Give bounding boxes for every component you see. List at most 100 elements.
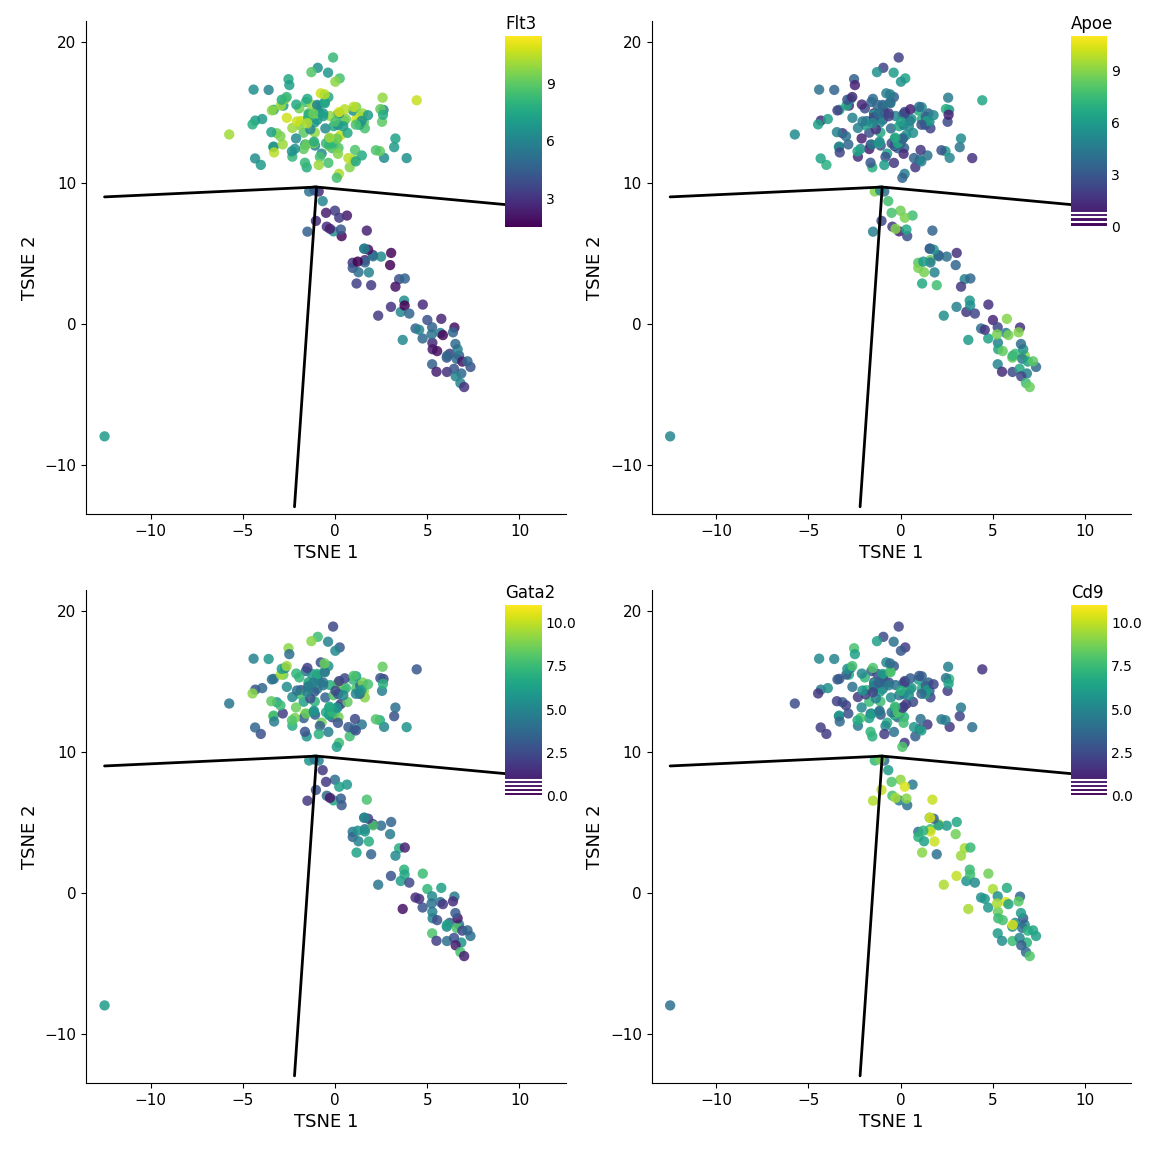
Point: [894, 129, 912, 147]
Point: [865, 680, 884, 698]
Point: [265, 100, 283, 119]
Point: [320, 789, 339, 808]
Point: [831, 669, 849, 688]
Point: [280, 76, 298, 94]
Point: [316, 664, 334, 682]
Point: [917, 676, 935, 695]
Point: [296, 704, 314, 722]
Point: [893, 737, 911, 756]
Point: [892, 73, 910, 91]
Point: [445, 318, 463, 336]
Point: [408, 91, 426, 109]
Point: [885, 657, 903, 675]
Point: [354, 673, 372, 691]
Point: [303, 96, 321, 114]
Point: [896, 69, 915, 88]
Point: [870, 703, 888, 721]
Point: [274, 666, 293, 684]
Point: [976, 320, 994, 339]
Point: [839, 91, 857, 109]
Point: [925, 241, 943, 259]
Point: [324, 617, 342, 636]
Point: [862, 93, 880, 112]
Point: [327, 737, 346, 756]
Point: [939, 106, 957, 124]
Point: [849, 717, 867, 735]
Point: [290, 668, 309, 687]
Point: [343, 670, 362, 689]
Text: Flt3: Flt3: [506, 15, 537, 32]
Point: [930, 247, 948, 265]
Point: [283, 717, 302, 735]
Point: [354, 104, 372, 122]
Point: [851, 708, 870, 727]
Point: [811, 150, 829, 168]
Point: [934, 306, 953, 325]
Point: [996, 893, 1015, 911]
Point: [447, 367, 465, 386]
Point: [909, 253, 927, 272]
Point: [431, 324, 449, 342]
Point: [988, 340, 1007, 358]
Point: [903, 206, 922, 225]
Point: [880, 673, 899, 691]
Point: [389, 270, 408, 288]
Point: [96, 427, 114, 446]
Point: [881, 654, 900, 673]
Point: [993, 911, 1011, 930]
Point: [332, 220, 350, 238]
Point: [306, 705, 325, 723]
Point: [243, 684, 262, 703]
Point: [432, 879, 450, 897]
Point: [278, 677, 296, 696]
Point: [924, 106, 942, 124]
Point: [955, 839, 973, 857]
Point: [961, 861, 979, 879]
Point: [886, 697, 904, 715]
Point: [865, 673, 884, 691]
Point: [912, 667, 931, 685]
Point: [295, 708, 313, 727]
Point: [386, 129, 404, 147]
Point: [359, 810, 378, 828]
Point: [902, 109, 920, 128]
Point: [844, 70, 863, 89]
Point: [265, 137, 283, 156]
Point: [251, 156, 270, 174]
Point: [366, 710, 385, 728]
Point: [323, 139, 341, 158]
Point: [909, 259, 927, 278]
Point: [877, 653, 895, 672]
Point: [287, 698, 305, 717]
Point: [825, 81, 843, 99]
Point: [976, 889, 994, 908]
Point: [895, 673, 914, 691]
Point: [297, 705, 316, 723]
Point: [874, 666, 893, 684]
Point: [812, 681, 831, 699]
Point: [300, 105, 318, 123]
Point: [314, 104, 333, 122]
Point: [852, 96, 871, 114]
Point: [925, 263, 943, 281]
Point: [356, 253, 374, 272]
Point: [374, 100, 393, 119]
Point: [423, 325, 441, 343]
Point: [332, 695, 350, 713]
Point: [874, 628, 893, 646]
Point: [278, 108, 296, 127]
Point: [317, 773, 335, 791]
Point: [333, 796, 351, 814]
Point: [939, 675, 957, 694]
Point: [325, 685, 343, 704]
Point: [912, 684, 931, 703]
Point: [445, 887, 463, 905]
Point: [344, 667, 363, 685]
Point: [885, 63, 903, 82]
Point: [247, 112, 265, 130]
Point: [311, 653, 329, 672]
Point: [901, 669, 919, 688]
Point: [963, 718, 982, 736]
Point: [271, 127, 289, 145]
Point: [838, 97, 856, 115]
